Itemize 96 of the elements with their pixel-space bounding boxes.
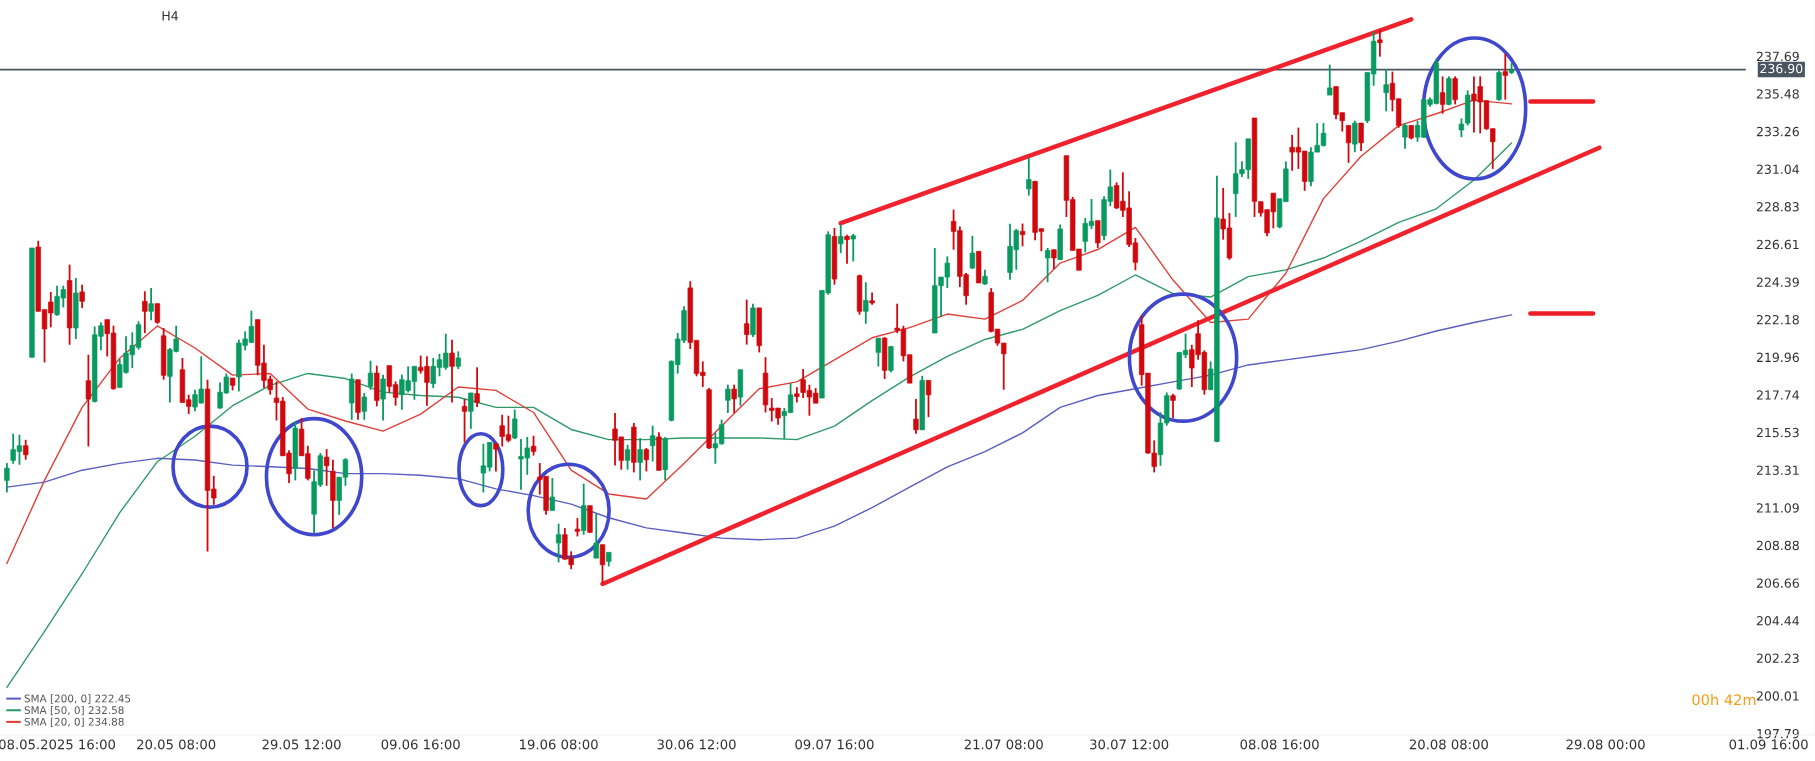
candlestick <box>549 477 556 512</box>
candlestick <box>643 447 650 473</box>
x-tick-label: 09.07 16:00 <box>795 739 874 750</box>
candlestick <box>1019 222 1026 248</box>
y-tick-label: 213.31 <box>1756 465 1799 475</box>
line-series <box>6 314 1513 541</box>
annotation: 00h 42m <box>1692 693 1756 706</box>
candlestick <box>599 543 606 584</box>
candlestick <box>1026 156 1032 197</box>
y-tick-label: 208.88 <box>1756 540 1799 551</box>
x-tick-label: 21.07 08:00 <box>964 739 1043 750</box>
candlestick <box>380 373 386 422</box>
candlestick <box>148 287 154 322</box>
candlestick <box>1051 248 1057 270</box>
x-tick-label: 29.08 00:00 <box>1566 739 1645 750</box>
y-tick-label: 237.69 <box>1756 51 1799 62</box>
candlestick <box>1327 63 1333 96</box>
candlestick <box>888 345 894 374</box>
y-tick-label: 200.01 <box>1756 691 1799 701</box>
y-tick-label: 206.66 <box>1756 578 1799 588</box>
candlestick <box>1452 75 1458 106</box>
candlestick <box>4 462 10 494</box>
y-tick-label: 211.09 <box>1756 503 1799 513</box>
candlestick <box>1377 28 1383 58</box>
y-tick-label: 231.04 <box>1756 164 1800 174</box>
candlestick <box>474 366 480 408</box>
candlestick <box>23 438 29 461</box>
y-tick-label: 219.96 <box>1756 352 1799 363</box>
candlestick <box>1345 124 1352 164</box>
candlestick <box>1352 119 1358 153</box>
candlestick <box>637 437 643 482</box>
y-tick-label: 224.39 <box>1756 277 1799 287</box>
x-tick-label: 19.06 08:00 <box>520 739 598 750</box>
candlestick <box>574 517 581 538</box>
candlestick <box>844 233 850 265</box>
candlestick <box>85 353 92 448</box>
x-tick-label: 20.05 08:00 <box>137 739 216 750</box>
candlestick <box>449 338 455 404</box>
y-tick-label: 226.61 <box>1756 239 1799 250</box>
candlestick <box>725 383 731 414</box>
x-tick-label: 09.06 16:00 <box>381 739 460 750</box>
y-tick-label: 233.26 <box>1756 126 1799 137</box>
x-tick-label: 08.08 16:00 <box>1240 739 1319 750</box>
candlestick <box>850 232 856 263</box>
x-tick-label: 30.07 12:00 <box>1090 739 1169 750</box>
candlestick <box>1402 122 1408 150</box>
legend-label: SMA [200, 0] 222.45 <box>24 694 131 704</box>
candlestick <box>493 442 499 473</box>
x-tick-label: 01.09 16:00 <box>1729 739 1808 750</box>
ref-line-label: 236.90 <box>1760 63 1803 74</box>
y-tick-label: 215.53 <box>1756 427 1799 438</box>
legend-label: SMA [20, 0] 234.88 <box>24 717 124 727</box>
candlestick <box>461 398 468 444</box>
candlestick <box>154 302 161 325</box>
y-tick-label: 222.18 <box>1756 314 1799 325</box>
candlestick <box>925 379 932 418</box>
candlestick <box>875 337 882 368</box>
candlestick <box>1095 219 1101 249</box>
candlestick <box>624 443 631 471</box>
candlestick <box>1170 392 1176 419</box>
candlestick <box>744 298 750 346</box>
legend-label: SMA [50, 0] 232.58 <box>24 705 124 716</box>
candlestick <box>1383 68 1389 113</box>
candlestick <box>323 448 330 487</box>
x-tick-label: 29.05 12:00 <box>262 739 341 750</box>
candlestick <box>530 434 537 457</box>
candlestick <box>367 359 374 391</box>
y-tick-label: 202.23 <box>1756 653 1799 664</box>
candlestick <box>79 283 85 309</box>
candlestick <box>913 398 919 435</box>
candlestick <box>838 223 844 254</box>
candlestick <box>863 281 869 325</box>
y-tick-label: 197.79 <box>1757 728 1799 739</box>
candlestick <box>555 522 562 564</box>
candlestick <box>1044 247 1051 284</box>
annotation: H4 <box>162 11 178 21</box>
candlestick <box>969 234 976 270</box>
candlestick <box>349 372 355 421</box>
candlestick <box>1439 75 1446 115</box>
candlestick <box>1502 52 1508 101</box>
candlestick <box>1358 122 1364 152</box>
candlestick <box>142 290 148 334</box>
candlestick <box>361 392 367 421</box>
y-tick-label: 235.48 <box>1756 89 1799 99</box>
x-tick-label: 20.08 08:00 <box>1409 739 1488 750</box>
line-series <box>6 142 1513 689</box>
x-tick-label: 30.06 12:00 <box>657 739 736 750</box>
x-tick-label: 08.05.2025 16:00 <box>0 739 116 750</box>
candlestick <box>731 383 737 414</box>
y-tick-label: 228.83 <box>1756 202 1799 212</box>
y-tick-label: 217.74 <box>1756 390 1800 400</box>
candlestick <box>593 512 599 560</box>
y-tick-label: 204.44 <box>1756 616 1800 626</box>
candlestick <box>468 392 474 430</box>
candlestick <box>512 408 518 440</box>
candlestick <box>649 424 656 463</box>
